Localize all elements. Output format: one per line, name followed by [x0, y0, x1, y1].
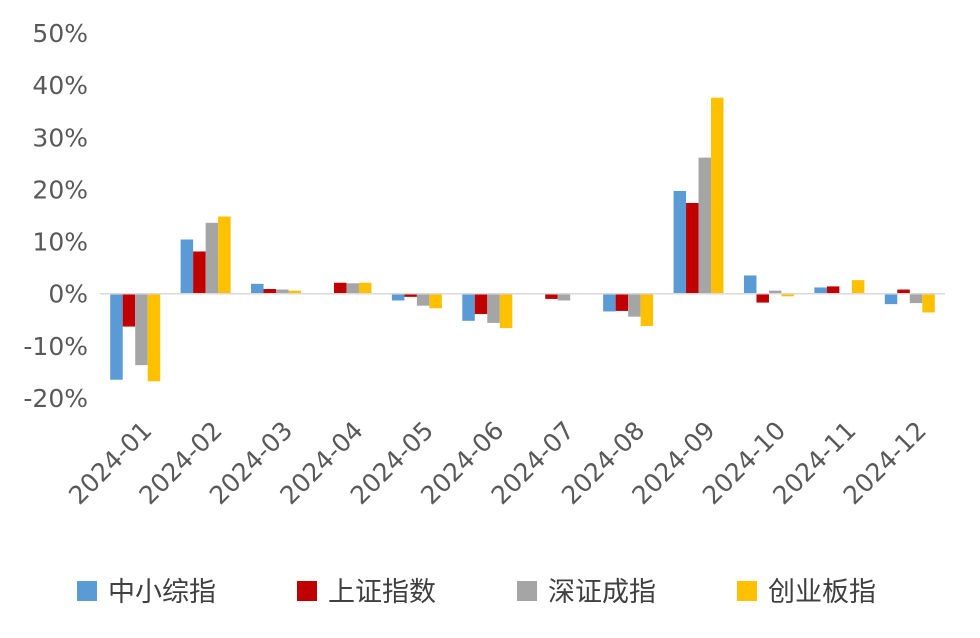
y-axis: -20% -10% 0% 10% 20% 30% 40% 50% — [23, 19, 88, 413]
legend-swatch — [297, 581, 317, 601]
y-tick-label: 10% — [32, 228, 88, 257]
bar — [193, 251, 206, 294]
bar — [180, 239, 194, 294]
bar — [557, 293, 571, 301]
bar — [686, 202, 699, 294]
x-axis: 2024-012024-022024-032024-042024-052024-… — [63, 416, 932, 510]
bar — [391, 293, 405, 301]
bar — [429, 293, 442, 309]
bar — [147, 293, 161, 382]
bar — [462, 293, 475, 321]
bar — [851, 280, 865, 294]
legend: 中小综指 上证指数 深证成指 创业板指 — [77, 577, 876, 608]
bar — [545, 293, 558, 299]
bar — [640, 293, 654, 327]
bar — [756, 293, 769, 303]
legend-label: 上证指数 — [328, 577, 436, 608]
y-tick-label: 50% — [32, 19, 88, 48]
bar — [909, 293, 923, 304]
bar — [603, 293, 616, 312]
y-tick-label: 0% — [48, 280, 88, 309]
bar — [698, 157, 712, 294]
legend-label: 深证成指 — [548, 577, 656, 608]
legend-swatch — [517, 581, 537, 601]
bar — [615, 293, 629, 311]
bar — [628, 293, 641, 317]
bar — [110, 293, 123, 380]
bar — [358, 282, 372, 294]
bar — [346, 283, 359, 294]
bar — [333, 282, 347, 294]
bar — [263, 289, 277, 294]
bar — [251, 283, 264, 294]
y-tick-label: 40% — [32, 71, 88, 100]
legend-swatch — [77, 581, 97, 601]
y-tick-label: -10% — [23, 332, 88, 361]
bar — [673, 190, 687, 294]
bar — [922, 293, 935, 313]
bar — [826, 286, 840, 294]
y-tick-label: 20% — [32, 175, 88, 204]
y-tick-label: -20% — [23, 384, 88, 413]
bar — [276, 289, 289, 294]
bars — [110, 97, 935, 382]
bar — [711, 97, 724, 294]
bar — [743, 275, 757, 294]
bar — [288, 290, 302, 294]
bar — [499, 293, 513, 329]
legend-swatch — [737, 581, 757, 601]
bar — [416, 293, 430, 306]
bar — [122, 293, 136, 327]
bar — [135, 293, 148, 366]
bar — [474, 293, 488, 315]
bar — [205, 222, 219, 294]
bar — [768, 290, 782, 294]
bar — [487, 293, 500, 323]
bar — [218, 216, 231, 294]
bar — [814, 287, 827, 294]
bar — [884, 293, 898, 305]
legend-label: 创业板指 — [768, 577, 876, 608]
bar — [897, 289, 910, 294]
bar — [404, 293, 417, 297]
legend-label: 中小综指 — [108, 577, 216, 608]
y-tick-label: 30% — [32, 123, 88, 152]
bar — [781, 293, 794, 297]
